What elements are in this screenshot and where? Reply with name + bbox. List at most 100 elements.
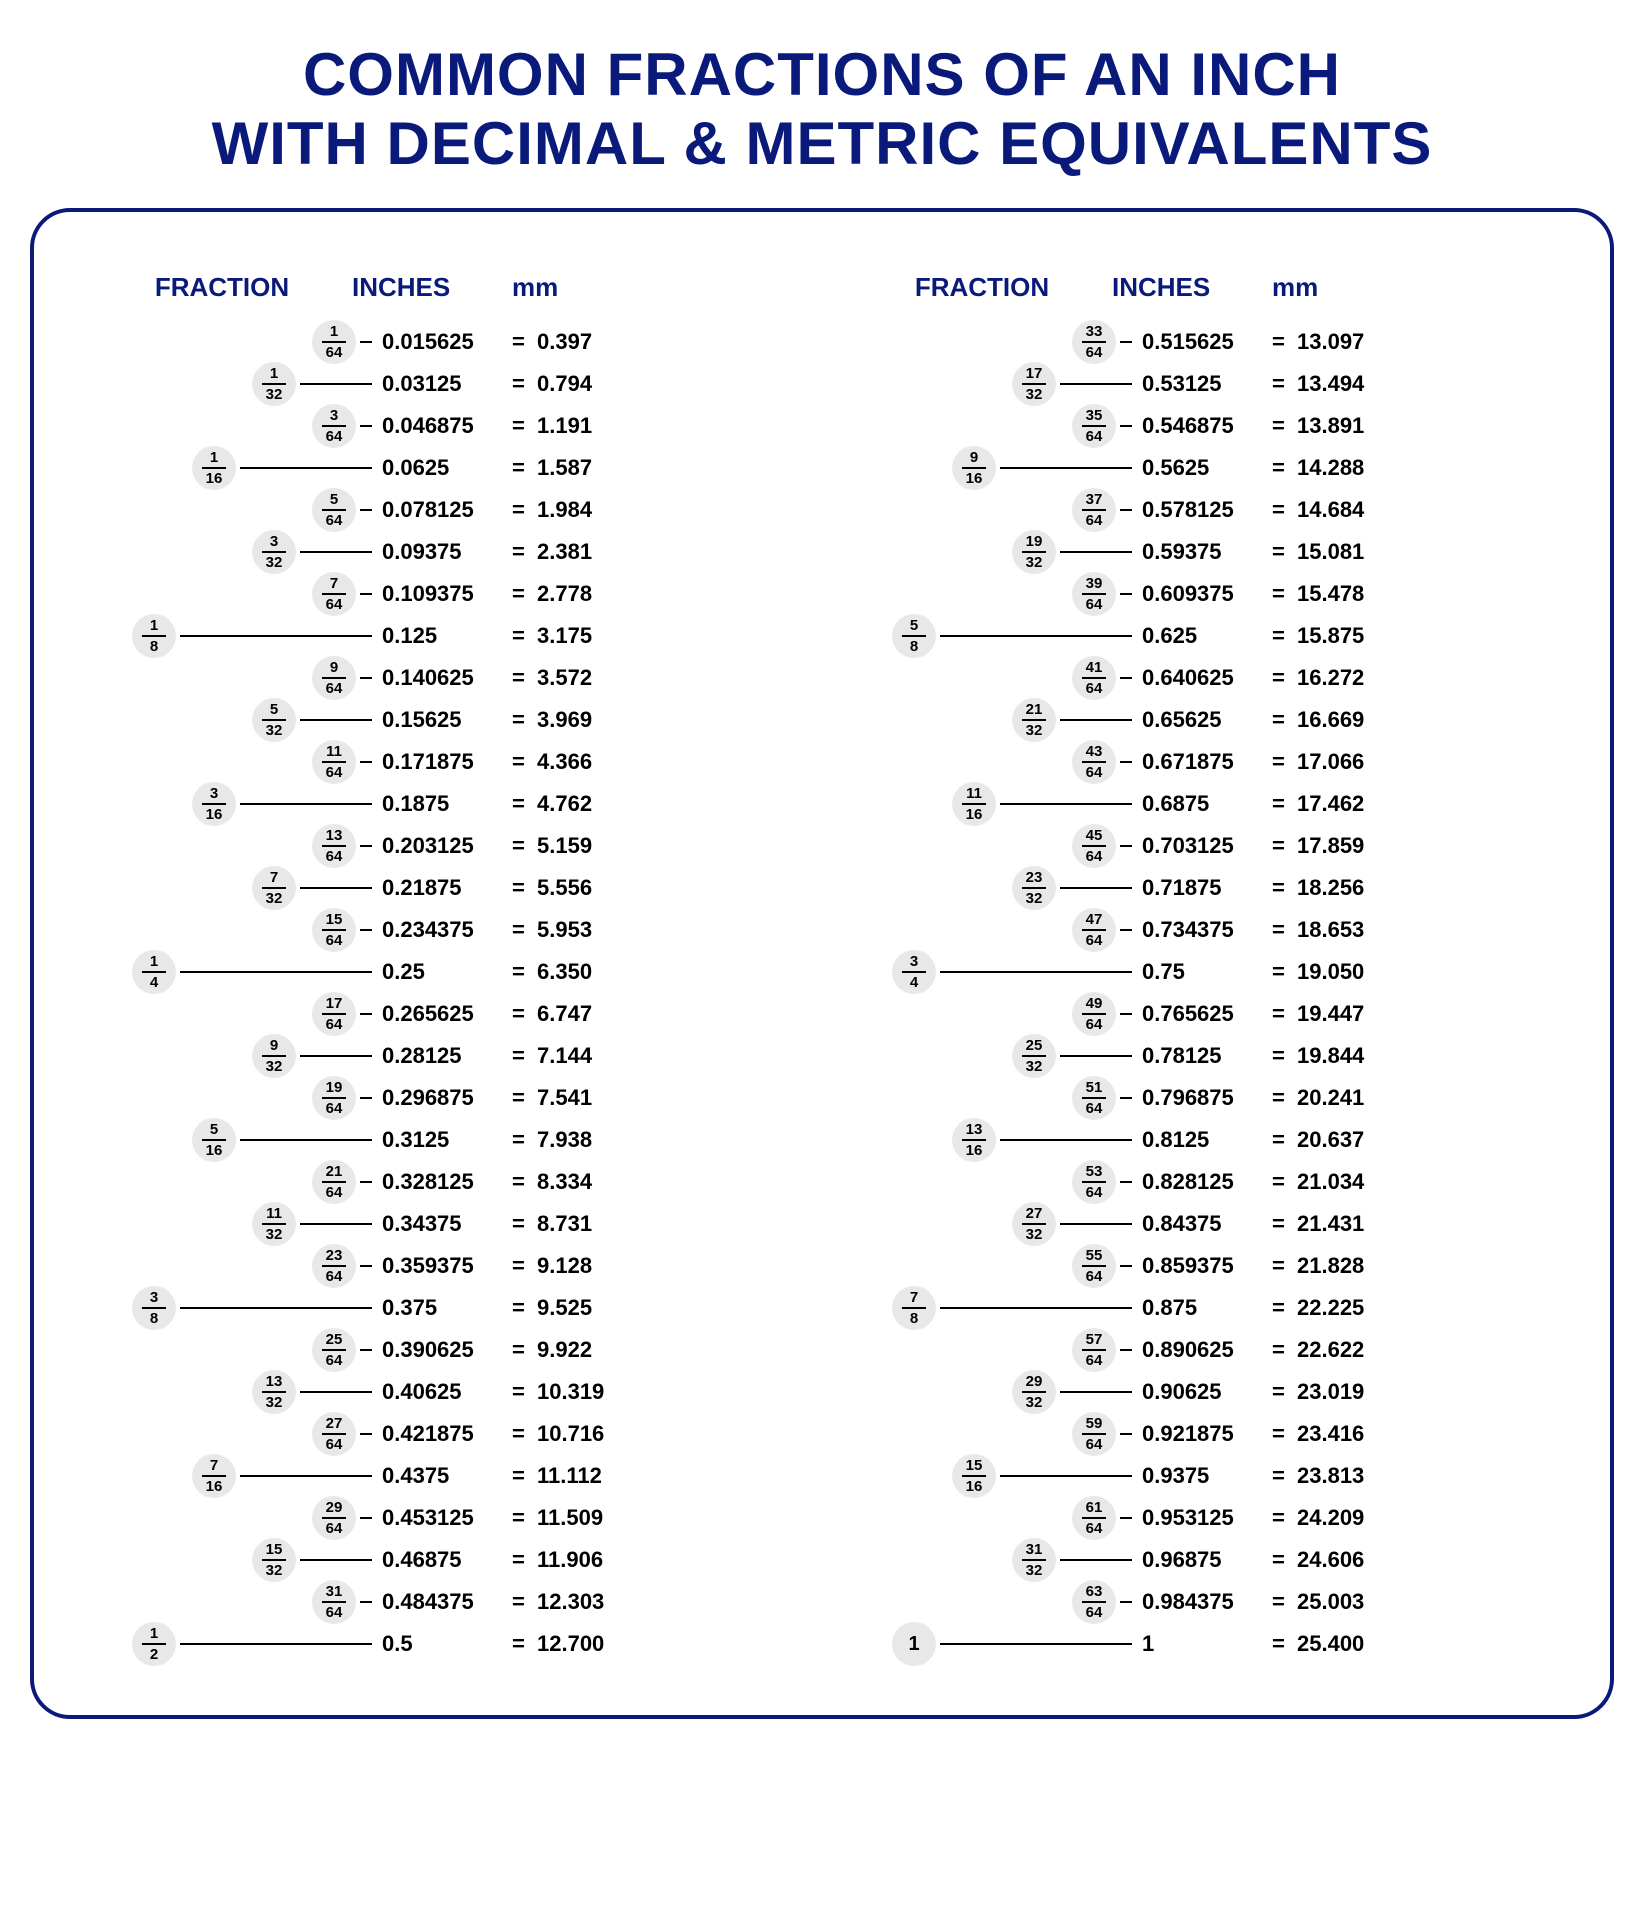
connector-line: [180, 971, 372, 973]
equals-sign: =: [1272, 1337, 1285, 1363]
fraction-numerator: 63: [1086, 1584, 1103, 1599]
connector-line: [1060, 551, 1132, 553]
inches-value: 0.875: [1142, 1295, 1197, 1321]
fraction-numerator: 3: [210, 786, 218, 801]
fraction-numerator: 3: [330, 408, 338, 423]
mm-value: 0.397: [537, 329, 592, 355]
inches-value: 0.203125: [382, 833, 474, 859]
connector-line: [360, 1097, 372, 1099]
inches-value: 0.8125: [1142, 1127, 1209, 1153]
connector-line: [300, 1055, 372, 1057]
inches-value: 0.609375: [1142, 581, 1234, 607]
table-row: 63640.984375=25.003: [852, 1581, 1552, 1623]
fraction-bar: [1022, 1391, 1046, 1393]
mm-value: 17.462: [1297, 791, 1364, 817]
inches-value: 0.234375: [382, 917, 474, 943]
equals-sign: =: [512, 329, 525, 355]
connector-line: [240, 1475, 372, 1477]
fraction-numerator: 13: [966, 1122, 983, 1137]
connector-line: [1000, 467, 1132, 469]
connector-line: [1120, 1601, 1132, 1603]
equals-sign: =: [1272, 917, 1285, 943]
mm-value: 18.653: [1297, 917, 1364, 943]
fraction-numerator: 1: [150, 618, 158, 633]
connector-line: [300, 719, 372, 721]
equals-sign: =: [512, 1169, 525, 1195]
connector-line: [360, 509, 372, 511]
equals-sign: =: [1272, 1211, 1285, 1237]
fraction-bubble: 1364: [312, 824, 356, 868]
table-row: 5320.15625=3.969: [92, 699, 792, 741]
mm-value: 15.478: [1297, 581, 1364, 607]
table-row: 11640.171875=4.366: [92, 741, 792, 783]
equals-sign: =: [512, 581, 525, 607]
equals-sign: =: [512, 1589, 525, 1615]
table-row: 47640.734375=18.653: [852, 909, 1552, 951]
table-row: 3640.046875=1.191: [92, 405, 792, 447]
fraction-bar: [142, 1643, 166, 1645]
fraction-bubble: 3964: [1072, 572, 1116, 616]
fraction-bubble: 1564: [312, 908, 356, 952]
inches-value: 0.046875: [382, 413, 474, 439]
fraction-denominator: 64: [326, 933, 343, 948]
fraction-bar: [142, 1307, 166, 1309]
fraction-bubble: 1964: [312, 1076, 356, 1120]
fraction-denominator: 2: [150, 1647, 158, 1662]
table-row: 11320.34375=8.731: [92, 1203, 792, 1245]
fraction-bar: [1082, 425, 1106, 427]
fraction-bar: [902, 1307, 926, 1309]
equals-sign: =: [512, 1127, 525, 1153]
fraction-bar: [262, 1559, 286, 1561]
mm-value: 12.700: [537, 1631, 604, 1657]
fraction-bar: [1082, 509, 1106, 511]
table-row: 13640.203125=5.159: [92, 825, 792, 867]
fraction-bubble: 4164: [1072, 656, 1116, 700]
inches-value: 0.828125: [1142, 1169, 1234, 1195]
equals-sign: =: [1272, 371, 1285, 397]
connector-line: [180, 1307, 372, 1309]
fraction-denominator: 64: [1086, 345, 1103, 360]
equals-sign: =: [1272, 1421, 1285, 1447]
connector-line: [1060, 1391, 1132, 1393]
connector-line: [360, 1517, 372, 1519]
fraction-denominator: 16: [966, 471, 983, 486]
table-row: 27320.84375=21.431: [852, 1203, 1552, 1245]
fraction-bubble: 1164: [312, 740, 356, 784]
fraction-denominator: 32: [266, 1227, 283, 1242]
inches-value: 0.265625: [382, 1001, 474, 1027]
fraction-bar: [902, 971, 926, 973]
fraction-denominator: 32: [266, 387, 283, 402]
column-headers: FRACTION INCHES mm: [852, 272, 1552, 303]
table-row: 45640.703125=17.859: [852, 825, 1552, 867]
table-row: 15160.9375=23.813: [852, 1455, 1552, 1497]
fraction-numerator: 51: [1086, 1080, 1103, 1095]
mm-value: 10.319: [537, 1379, 604, 1405]
fraction-numerator: 53: [1086, 1164, 1103, 1179]
connector-line: [1060, 1055, 1132, 1057]
fraction-denominator: 16: [206, 471, 223, 486]
fraction-denominator: 32: [266, 1395, 283, 1410]
inches-value: 0.53125: [1142, 371, 1222, 397]
equals-sign: =: [1272, 833, 1285, 859]
table-row: 35640.546875=13.891: [852, 405, 1552, 447]
table-row: 120.5=12.700: [92, 1623, 792, 1665]
fraction-bubble: 316: [192, 782, 236, 826]
inches-value: 0.015625: [382, 329, 474, 355]
inches-value: 0.03125: [382, 371, 462, 397]
fraction-bubble: 34: [892, 950, 936, 994]
mm-value: 6.747: [537, 1001, 592, 1027]
connector-line: [1120, 1097, 1132, 1099]
connector-line: [240, 467, 372, 469]
fraction-bubble: 58: [892, 614, 936, 658]
fraction-bar: [1022, 1055, 1046, 1057]
fraction-bubble: 5164: [1072, 1076, 1116, 1120]
fraction-bubble: 4364: [1072, 740, 1116, 784]
mm-value: 6.350: [537, 959, 592, 985]
connector-line: [1120, 341, 1132, 343]
inches-value: 0.921875: [1142, 1421, 1234, 1447]
fraction-denominator: 8: [150, 639, 158, 654]
fraction-numerator: 1: [150, 954, 158, 969]
fraction-denominator: 8: [150, 1311, 158, 1326]
fraction-denominator: 32: [1026, 387, 1043, 402]
fraction-bar: [1022, 887, 1046, 889]
